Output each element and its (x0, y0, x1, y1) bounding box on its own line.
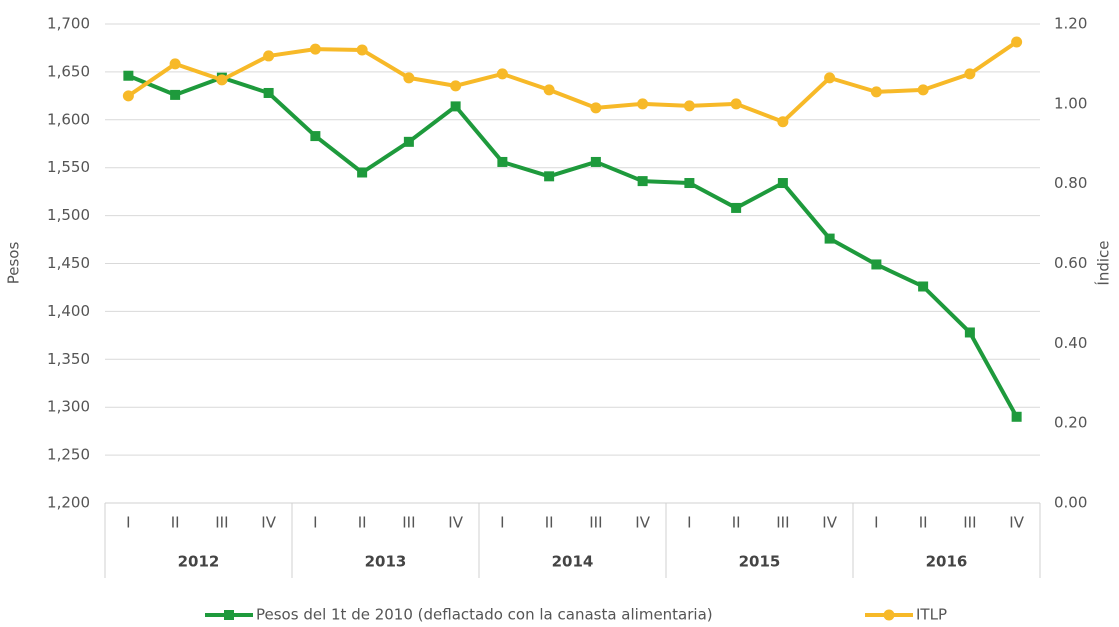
x-tick-label: III (776, 514, 789, 532)
x-tick-label: II (919, 514, 928, 532)
data-point (824, 233, 835, 244)
data-point (450, 80, 462, 92)
x-tick-label: III (402, 514, 415, 532)
data-point (964, 68, 976, 80)
data-point (170, 89, 181, 100)
x-tick-label: IV (635, 514, 650, 532)
data-point (590, 102, 602, 114)
y2-axis-label: Índice (1094, 240, 1113, 285)
y-tick-label: 1,450 (47, 254, 90, 272)
data-point (917, 84, 929, 96)
y-tick-label: 1,300 (47, 398, 90, 416)
legend-label: ITLP (916, 606, 947, 624)
x-group-label: 2012 (178, 553, 220, 571)
y2-tick-label: 0.20 (1054, 414, 1087, 432)
data-point (403, 136, 414, 147)
data-point (123, 70, 134, 81)
data-point (824, 72, 836, 84)
data-point (543, 84, 555, 96)
y-tick-label: 1,250 (47, 446, 90, 464)
data-point (403, 72, 415, 84)
x-tick-label: I (687, 514, 691, 532)
data-point (871, 259, 882, 270)
x-group-label: 2015 (739, 553, 781, 571)
data-point (544, 171, 555, 182)
y2-tick-label: 1.00 (1054, 94, 1087, 112)
data-point (731, 202, 742, 213)
y2-tick-label: 0.40 (1054, 334, 1087, 352)
x-tick-label: IV (1009, 514, 1024, 532)
data-point (357, 167, 368, 178)
data-point (169, 58, 181, 70)
x-tick-label: III (589, 514, 602, 532)
data-point (496, 68, 508, 80)
y-axis-label: Pesos (5, 242, 23, 285)
data-point (637, 176, 648, 187)
series-line (127, 40, 1018, 124)
y-tick-label: 1,600 (47, 110, 90, 128)
data-point (263, 50, 275, 62)
data-point (122, 90, 134, 102)
x-group-label: 2014 (552, 553, 594, 571)
x-tick-label: IV (448, 514, 463, 532)
x-tick-label: III (963, 514, 976, 532)
data-point (870, 86, 882, 98)
data-point (309, 43, 321, 55)
x-tick-label: II (732, 514, 741, 532)
y-tick-label: 1,350 (47, 350, 90, 368)
data-point (263, 87, 274, 98)
y2-tick-label: 0.00 (1054, 494, 1087, 512)
x-group-label: 2013 (365, 553, 407, 571)
y2-tick-label: 0.60 (1054, 254, 1087, 272)
y-tick-label: 1,200 (47, 494, 90, 512)
legend-marker (224, 610, 234, 620)
data-point (730, 98, 742, 110)
data-point (450, 101, 461, 112)
data-point (1011, 411, 1022, 422)
x-tick-label: II (171, 514, 180, 532)
y2-tick-label: 1.20 (1054, 15, 1087, 33)
x-tick-label: I (500, 514, 504, 532)
x-tick-label: I (313, 514, 317, 532)
data-point (310, 131, 321, 142)
x-tick-label: I (126, 514, 130, 532)
legend-marker (883, 609, 895, 621)
y-tick-label: 1,500 (47, 206, 90, 224)
data-point (216, 74, 228, 86)
y-tick-label: 1,700 (47, 15, 90, 33)
y-tick-label: 1,400 (47, 302, 90, 320)
y-tick-label: 1,650 (47, 62, 90, 80)
x-tick-label: I (874, 514, 878, 532)
data-point (777, 178, 788, 189)
x-tick-label: IV (822, 514, 837, 532)
data-point (684, 178, 695, 189)
x-group-label: 2016 (926, 553, 968, 571)
legend-label: Pesos del 1t de 2010 (deflactado con la … (256, 606, 713, 624)
x-tick-label: II (545, 514, 554, 532)
data-point (356, 44, 368, 56)
data-point (918, 281, 929, 292)
data-point (964, 327, 975, 338)
y2-tick-label: 0.80 (1054, 174, 1087, 192)
series-line (127, 73, 1019, 418)
x-tick-label: III (215, 514, 228, 532)
x-tick-label: II (358, 514, 367, 532)
data-point (590, 156, 601, 167)
y-tick-label: 1,550 (47, 158, 90, 176)
x-tick-label: IV (261, 514, 276, 532)
data-point (683, 100, 695, 112)
data-point (1011, 36, 1023, 48)
data-point (777, 116, 789, 128)
data-point (497, 156, 508, 167)
data-point (637, 98, 649, 110)
